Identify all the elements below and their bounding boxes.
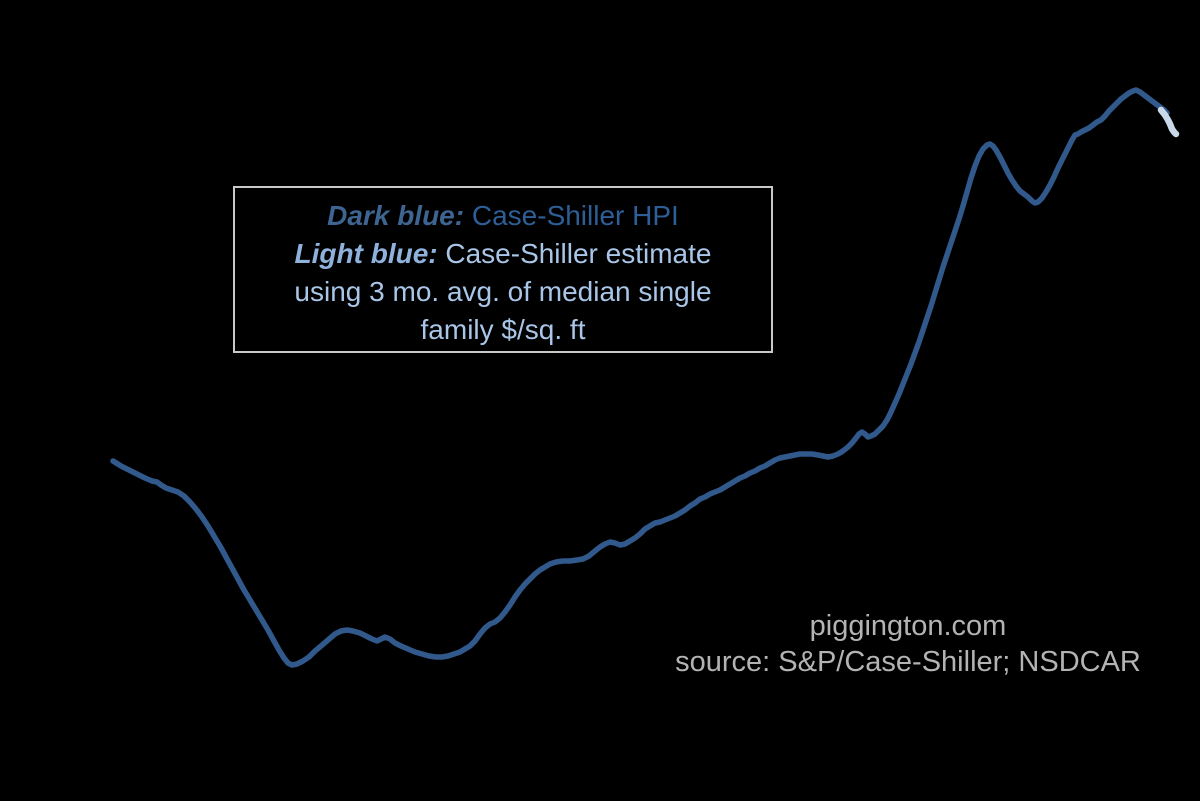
legend-line-2: Light blue: Case-Shiller estimate (235, 235, 771, 273)
legend-dark-blue-label: Dark blue: (327, 200, 465, 231)
source-credit: source: S&P/Case-Shiller; NSDCAR (675, 646, 1141, 678)
legend-light-blue-text: Case-Shiller estimate (437, 238, 712, 269)
legend-line-1: Dark blue: Case-Shiller HPI (235, 197, 771, 235)
legend-line-4: family $/sq. ft (420, 314, 586, 345)
case-shiller-hpi-line (110, 87, 1170, 668)
legend-dark-blue-text: Case-Shiller HPI (464, 200, 679, 231)
legend-line-3: using 3 mo. avg. of median single (294, 276, 712, 307)
site-credit: piggington.com (809, 610, 1007, 642)
credits-block: piggington.com source: S&P/Case-Shiller;… (608, 608, 1200, 680)
case-shiller-estimate-line (1157, 106, 1180, 138)
legend-light-blue-label: Light blue: (294, 238, 438, 269)
legend-box: Dark blue: Case-Shiller HPI Light blue: … (233, 186, 773, 353)
